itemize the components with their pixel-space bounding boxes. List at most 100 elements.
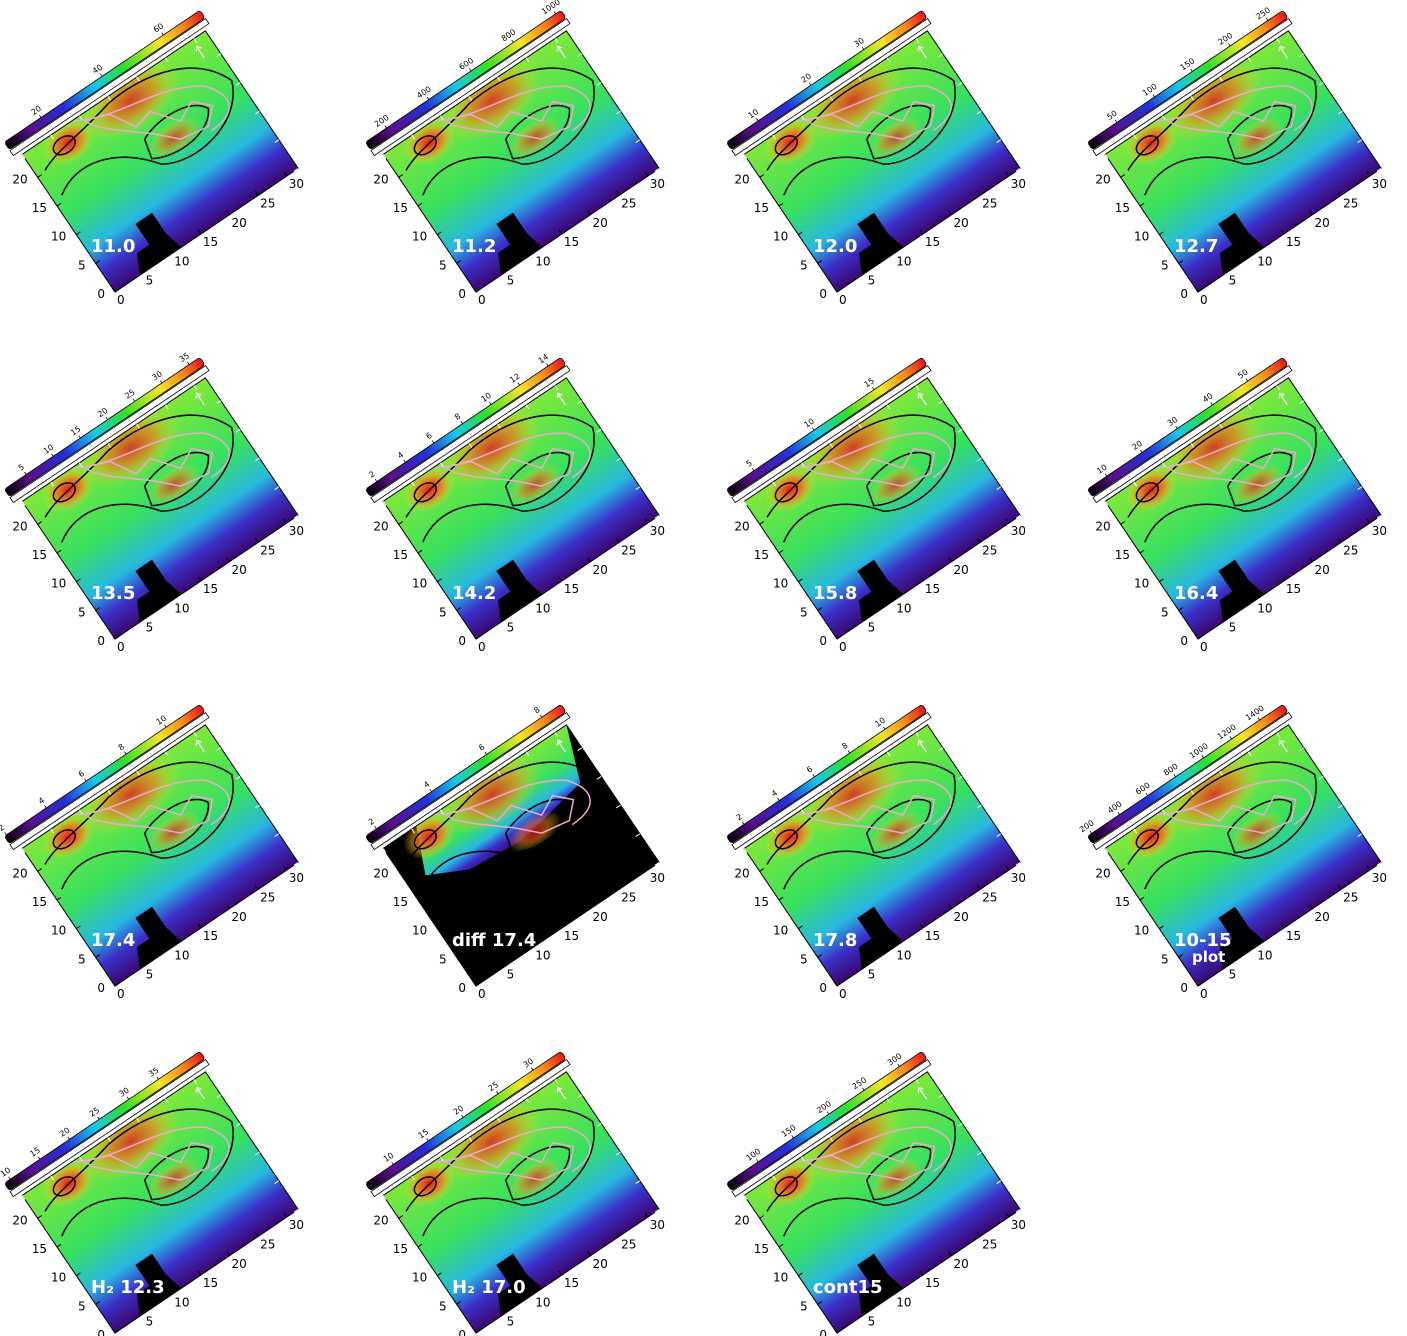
panel-rotated: 10 20 30 — [727, 11, 1021, 293]
contour — [774, 1176, 798, 1197]
x-tick — [169, 1289, 173, 1295]
colorbar-tick — [161, 32, 164, 36]
x-tick — [801, 462, 805, 468]
colorbar-tick — [132, 398, 136, 402]
colorbar-tick — [511, 39, 514, 43]
colorbar-tick-label: 50 — [1105, 109, 1118, 122]
x-tick — [140, 1309, 145, 1314]
colorbar-tick — [1117, 811, 1120, 815]
y-tick — [1299, 747, 1305, 751]
contour-pink — [442, 794, 575, 834]
colorbar — [366, 11, 566, 149]
colorbar-separator — [9, 1059, 210, 1198]
x-tick — [440, 809, 444, 815]
y-tick — [817, 1301, 823, 1305]
x-tick — [136, 770, 140, 776]
y-tick — [938, 400, 944, 404]
y-tick-label: 15 — [1115, 895, 1130, 909]
x-tick-label: 5 — [868, 274, 876, 288]
y-tick — [778, 896, 784, 901]
y-tick-label: 10 — [773, 577, 788, 591]
y-tick — [456, 1301, 462, 1305]
x-tick-label: 10 — [1257, 948, 1272, 962]
colorbar-tick-label: 2 — [367, 817, 376, 827]
x-tick — [891, 248, 895, 254]
x-tick — [111, 634, 116, 640]
colorbar-tick-label: 30 — [150, 369, 163, 382]
y-tick — [798, 231, 803, 236]
contour — [865, 798, 932, 854]
contour-pink — [1164, 100, 1297, 140]
colorbar-tick — [871, 386, 875, 390]
x-tick — [226, 904, 230, 910]
x-tick — [858, 1117, 862, 1123]
x-tick-label: 20 — [232, 563, 247, 577]
map — [744, 377, 1021, 639]
colorbar-tick-label: 15 — [28, 1146, 41, 1159]
colorbar-tick-label: 30 — [522, 1057, 535, 1070]
contour — [44, 1108, 234, 1237]
x-tick — [283, 865, 288, 871]
colorbar-tick-label: 8 — [532, 705, 541, 715]
contour — [865, 104, 932, 160]
contour — [52, 1176, 76, 1197]
y-tick — [635, 833, 641, 837]
colorbar-tick-label: 10 — [802, 417, 815, 430]
colorbar-tick-label: 8 — [453, 412, 462, 422]
y-tick — [1159, 925, 1164, 930]
colorbar-tick — [882, 726, 886, 730]
x-tick — [554, 732, 559, 737]
x-tick — [554, 38, 559, 43]
y-tick — [1197, 982, 1203, 987]
y-tick-label: 10 — [412, 1271, 427, 1285]
y-tick — [996, 486, 1002, 490]
x-tick — [1133, 481, 1138, 487]
x-tick — [497, 770, 501, 776]
y-tick-label: 0 — [1180, 634, 1188, 648]
map — [1105, 377, 1382, 639]
y-tick — [114, 288, 120, 293]
x-tick — [615, 885, 620, 890]
contour — [413, 482, 437, 503]
colorbar — [1088, 11, 1288, 149]
x-tick — [472, 981, 477, 987]
map-frame — [743, 30, 1021, 293]
y-tick — [293, 862, 299, 866]
y-tick — [417, 202, 423, 207]
map-mask — [496, 212, 543, 276]
x-tick-label: 30 — [1372, 177, 1387, 191]
x-tick — [21, 501, 26, 506]
contour-pink — [1154, 779, 1313, 826]
contour — [143, 104, 210, 160]
x-tick — [862, 268, 867, 273]
north-arrow — [195, 739, 205, 753]
colorbar-tick — [812, 774, 815, 778]
x-tick-label: 5 — [1229, 274, 1237, 288]
map-background — [1105, 30, 1382, 292]
contour — [766, 414, 956, 543]
x-tick — [411, 481, 416, 487]
map — [383, 30, 660, 292]
colorbar-tick — [1245, 378, 1249, 382]
x-tick — [1194, 287, 1199, 293]
x-tick — [1223, 962, 1228, 967]
colorbar-tick-label: 10 — [747, 107, 760, 120]
x-tick — [382, 848, 387, 853]
x-tick — [891, 942, 895, 948]
x-tick — [833, 1328, 838, 1334]
contour-pink — [803, 447, 936, 487]
y-tick — [216, 400, 222, 404]
y-tick-label: 20 — [373, 172, 388, 186]
colorbar-tick — [1145, 792, 1148, 796]
colorbar-tick — [374, 478, 378, 482]
x-tick — [111, 287, 116, 293]
y-tick-label: 10 — [773, 230, 788, 244]
colorbar-tick — [431, 440, 435, 444]
y-tick — [1357, 139, 1363, 143]
contour — [44, 414, 234, 543]
y-tick — [293, 515, 299, 519]
x-tick — [772, 828, 777, 834]
panel-label: 11.2 — [452, 236, 496, 257]
y-tick — [759, 174, 765, 178]
